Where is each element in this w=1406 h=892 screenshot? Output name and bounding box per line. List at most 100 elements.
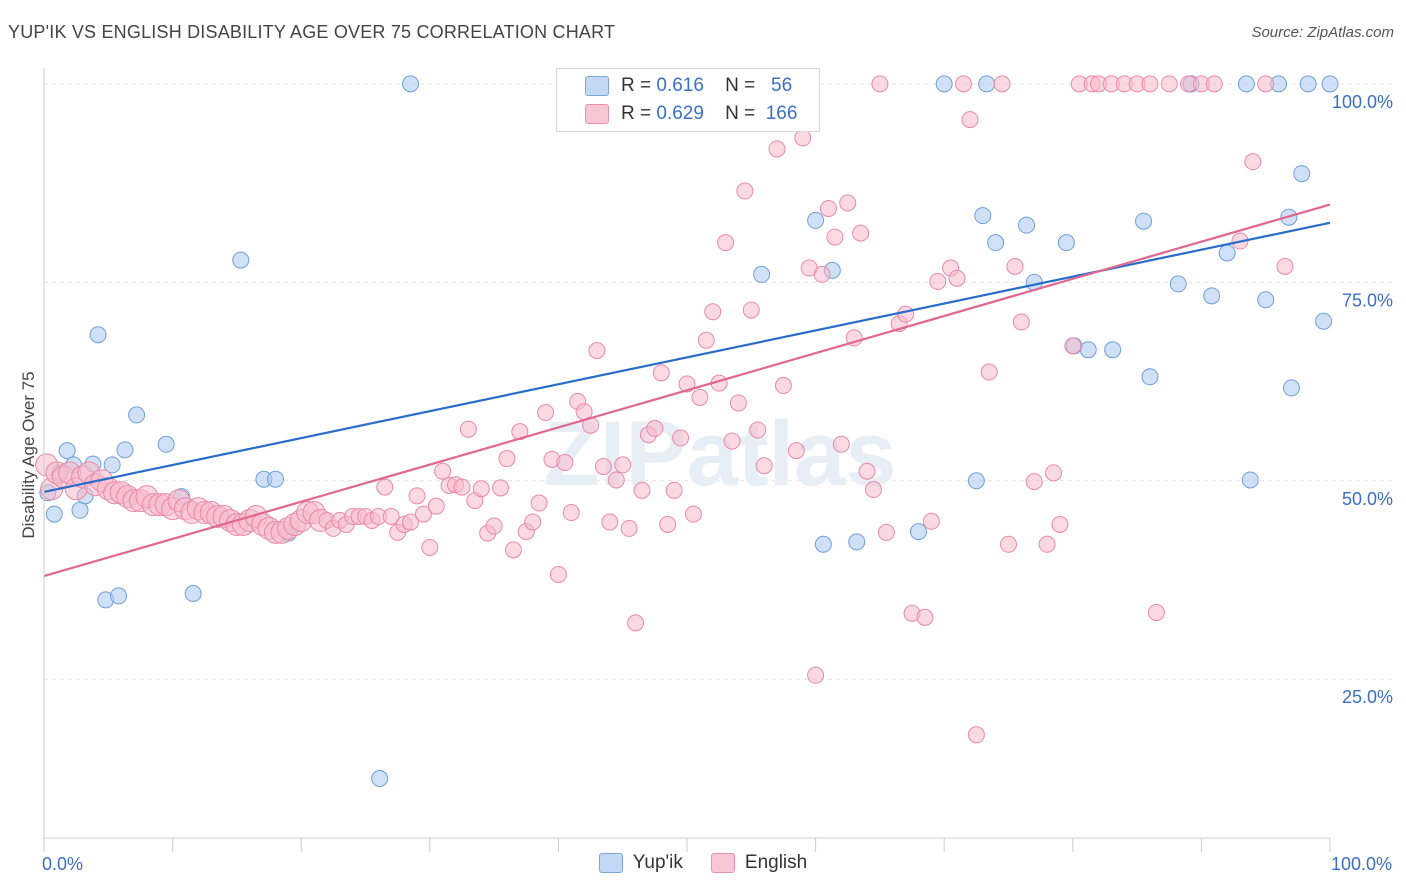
- english-point: [504, 541, 522, 559]
- yupik-point: [128, 406, 146, 424]
- axes: [43, 68, 1331, 852]
- gridlines: 25.0% 50.0% 75.0% 100.0%: [44, 83, 1395, 707]
- series-legend: Yup'ik English: [0, 852, 1406, 874]
- x-tick-label-min: 0.0%: [42, 854, 83, 874]
- yupik-point: [232, 251, 250, 269]
- english-trend-line: [43, 203, 1331, 578]
- legend-r-label: R =: [621, 75, 652, 96]
- english-point: [498, 450, 516, 468]
- english-point: [588, 342, 606, 360]
- y-axis-label: Disability Age Over 75: [19, 371, 38, 538]
- yupik-point: [814, 535, 832, 553]
- english-point: [672, 429, 690, 447]
- legend-row-english: R = 0.629 N = 166: [585, 101, 797, 127]
- english-point: [704, 303, 722, 321]
- english-point: [897, 305, 915, 323]
- yupik-point: [1169, 275, 1187, 293]
- english-point: [832, 435, 850, 453]
- english-point: [1244, 153, 1262, 171]
- yupik-point: [58, 442, 76, 460]
- english-point: [916, 608, 934, 626]
- legend-row-yupik: R = 0.616 N = 56: [585, 73, 792, 99]
- yupik-point: [1057, 234, 1075, 252]
- english-point: [601, 513, 619, 531]
- english-point: [376, 478, 394, 496]
- english-point: [697, 331, 715, 349]
- legend-n-value: 56: [771, 75, 793, 96]
- x-tick-label-max: 100.0%: [1331, 854, 1392, 874]
- english-point: [492, 479, 510, 497]
- legend-swatch-yupik: [585, 76, 609, 96]
- y-tick-label: 50.0%: [1342, 489, 1393, 509]
- legend-r-value: 0.616: [656, 75, 704, 96]
- english-point: [768, 140, 786, 158]
- y-tick-label: 25.0%: [1342, 687, 1393, 707]
- yupik-point: [1135, 212, 1153, 230]
- legend-r-label: R =: [621, 103, 652, 124]
- yupik-point: [1079, 341, 1097, 359]
- english-point: [1160, 75, 1178, 93]
- legend-swatch-english: [585, 104, 609, 124]
- english-point: [1051, 515, 1069, 533]
- yupik-point: [1293, 165, 1311, 183]
- yupik-point: [1321, 75, 1339, 93]
- yupik-point: [1315, 312, 1333, 330]
- yupik-point: [1237, 75, 1255, 93]
- watermark: ZIPatlas: [544, 403, 897, 505]
- english-point: [794, 129, 812, 147]
- yupik-point: [110, 587, 128, 605]
- legend-item-english[interactable]: English: [710, 852, 807, 874]
- yupik-point: [1282, 379, 1300, 397]
- english-point: [1038, 535, 1056, 553]
- english-point: [1006, 257, 1024, 275]
- yupik-trend-line: [43, 221, 1331, 493]
- source-label: Source: ZipAtlas.com: [1251, 24, 1394, 41]
- english-point: [922, 512, 940, 530]
- legend-swatch-english: [710, 853, 735, 873]
- english-point: [472, 480, 490, 498]
- legend-r-value: 0.629: [656, 103, 704, 124]
- english-point: [524, 513, 542, 531]
- english-point: [980, 363, 998, 381]
- english-point: [1025, 473, 1043, 491]
- english-point: [562, 504, 580, 522]
- english-point: [755, 457, 773, 475]
- english-point: [594, 457, 612, 475]
- yupik-point: [266, 470, 284, 488]
- english-point: [691, 388, 709, 406]
- english-point: [633, 481, 651, 499]
- english-point: [877, 523, 895, 541]
- english-point: [749, 421, 767, 439]
- english-point: [774, 377, 792, 395]
- yupik-point: [967, 472, 985, 490]
- english-point: [1257, 75, 1275, 93]
- yupik-point: [1241, 471, 1259, 489]
- english-point: [1276, 257, 1294, 275]
- yupik-point: [371, 769, 389, 787]
- english-point: [736, 182, 754, 200]
- yupik-point: [987, 234, 1005, 252]
- yupik-point: [1018, 216, 1036, 234]
- english-point: [948, 269, 966, 287]
- english-point: [954, 75, 972, 93]
- english-point: [729, 394, 747, 412]
- english-point: [434, 462, 452, 480]
- legend-item-yupik[interactable]: Yup'ik: [598, 852, 683, 874]
- yupik-point: [184, 585, 202, 603]
- yupik-point: [45, 505, 63, 523]
- english-point: [742, 301, 760, 319]
- english-point: [929, 273, 947, 291]
- english-point: [402, 513, 420, 531]
- english-point: [993, 75, 1011, 93]
- chart-title: YUP'IK VS ENGLISH DISABILITY AGE OVER 75…: [8, 22, 616, 42]
- english-point: [858, 462, 876, 480]
- english-point: [614, 456, 632, 474]
- yupik-point: [89, 326, 107, 344]
- yupik-point: [1218, 244, 1236, 262]
- data-points: [35, 75, 1339, 787]
- english-point: [556, 454, 574, 472]
- yupik-point: [103, 456, 121, 474]
- english-point: [414, 505, 432, 523]
- english-point: [684, 505, 702, 523]
